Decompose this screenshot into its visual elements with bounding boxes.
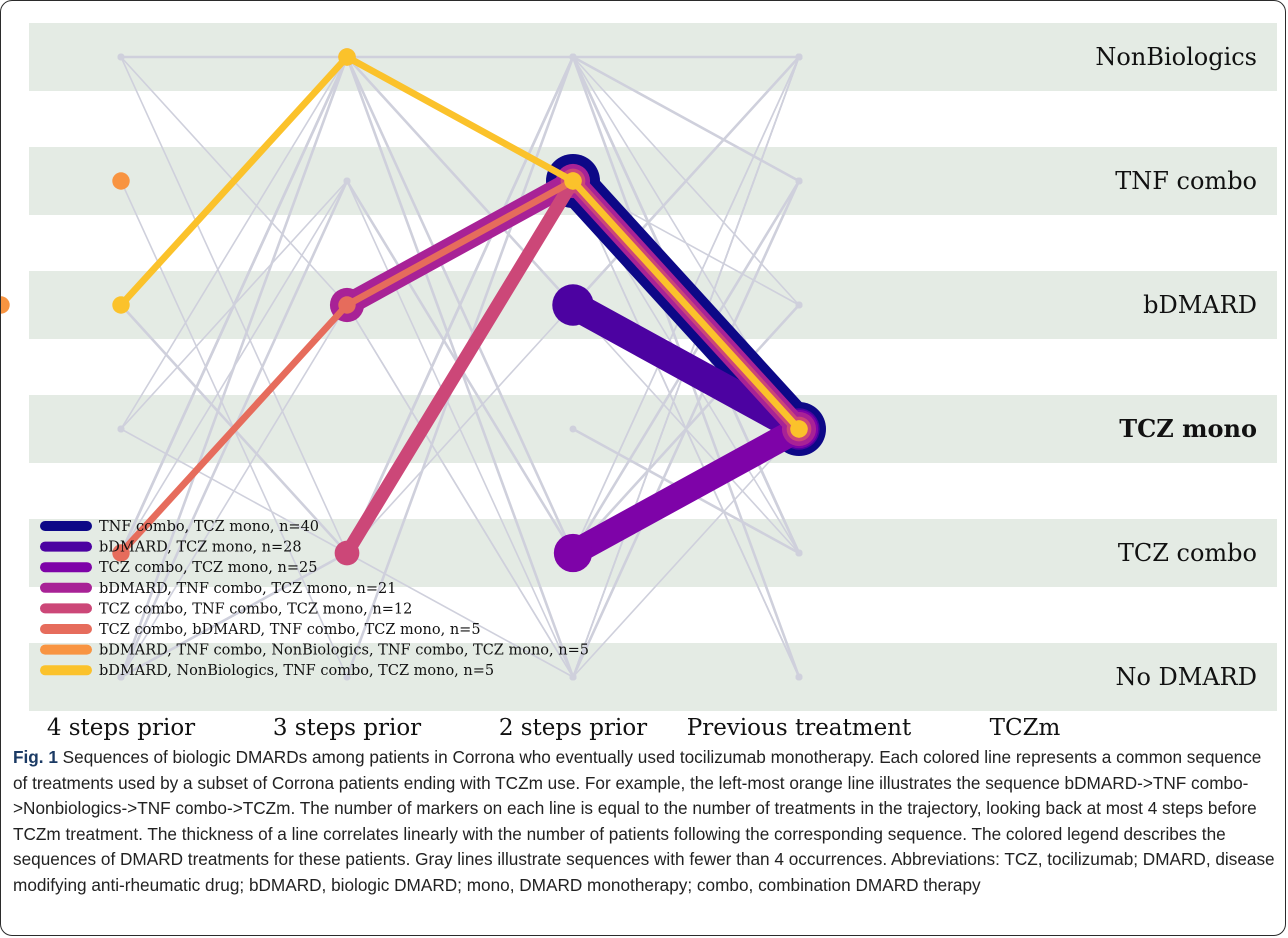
series-point-5-1 <box>334 540 360 566</box>
series-point-2-1 <box>552 284 594 326</box>
figure-caption: Fig. 1 Sequences of biologic DMARDs amon… <box>13 745 1275 898</box>
gray-line-29 <box>572 428 800 678</box>
series-point-6-2 <box>338 296 356 314</box>
band-tcz-combo <box>29 519 1277 587</box>
band-no-dmard <box>29 643 1277 711</box>
x-tick-label-tczm: TCZm <box>990 715 1061 741</box>
category-label-tcz-combo: TCZ combo <box>1118 539 1257 567</box>
legend-label-1: TNF combo, TCZ mono, n=40 <box>99 519 319 535</box>
caption-label: Fig. 1 <box>13 747 58 767</box>
series-point-3-1 <box>553 533 593 573</box>
gray-point-22-1 <box>343 673 351 681</box>
legend-label-6: TCZ combo, bDMARD, TNF combo, TCZ mono, … <box>99 622 481 638</box>
category-label-tcz-mono: TCZ mono <box>1119 414 1257 443</box>
legend-label-5: TCZ combo, TNF combo, TCZ mono, n=12 <box>99 601 412 617</box>
gray-point-26-2 <box>795 53 803 61</box>
gray-point-25-2 <box>795 549 803 557</box>
category-label-tnf-combo: TNF combo <box>1115 167 1257 195</box>
gray-point-12-1 <box>117 425 125 433</box>
legend-label-8: bDMARD, NonBiologics, TNF combo, TCZ mon… <box>99 663 494 679</box>
category-label-bdmard: bDMARD <box>1143 291 1257 319</box>
series-point-8-3 <box>564 172 582 190</box>
legend-label-2: bDMARD, TCZ mono, n=28 <box>99 540 302 556</box>
gray-point-29-1 <box>569 673 577 681</box>
series-lines <box>1 48 826 573</box>
series-line-8 <box>117 53 803 433</box>
chart: NonBiologics TNF combo bDMARD TCZ mono TCZ c… <box>1 23 1277 741</box>
series-point-8-4 <box>790 420 808 438</box>
series-point-8-2 <box>338 48 356 66</box>
x-tick-label-3-steps-prior: 3 steps prior <box>273 715 421 741</box>
gray-point-25-1 <box>569 425 577 433</box>
legend-label-4: bDMARD, TNF combo, TCZ mono, n=21 <box>99 581 396 597</box>
legend: TNF combo, TCZ mono, n=40 bDMARD, TCZ mon… <box>40 519 589 679</box>
series-point-7-2 <box>112 172 130 190</box>
category-labels: NonBiologics TNF combo bDMARD TCZ mono TCZ c… <box>1095 43 1257 691</box>
x-tick-label-2-steps-prior: 2 steps prior <box>499 715 647 741</box>
legend-label-3: TCZ combo, TCZ mono, n=25 <box>99 560 317 576</box>
gray-point-23-2 <box>795 301 803 309</box>
category-label-no-dmard: No DMARD <box>1115 663 1257 691</box>
gray-point-14-1 <box>117 53 125 61</box>
x-tick-label-previous-treatment: Previous treatment <box>687 715 912 741</box>
gray-line-27 <box>572 56 800 182</box>
series-point-8-1 <box>112 296 130 314</box>
legend-label-7: bDMARD, TNF combo, NonBiologics, TNF com… <box>99 643 589 659</box>
series-point-6-1 <box>112 544 130 562</box>
gray-point-28-2 <box>795 673 803 681</box>
gray-point-21-2 <box>343 177 351 185</box>
gray-point-20-1 <box>117 673 125 681</box>
gray-point-30-1 <box>569 53 577 61</box>
gray-line-23 <box>572 56 800 306</box>
category-label-nonbiologics: NonBiologics <box>1095 43 1257 71</box>
category-bands <box>29 23 1277 711</box>
series-line-2 <box>558 290 814 444</box>
x-tick-label-4-steps-prior: 4 steps prior <box>47 715 195 741</box>
caption-text: Sequences of biologic DMARDs among patie… <box>13 747 1275 895</box>
series-point-7-1 <box>1 296 10 314</box>
gray-point-27-2 <box>795 177 803 185</box>
series-line-3 <box>560 416 812 566</box>
x-tick-labels: 4 steps prior 3 steps prior 2 steps prior P… <box>47 715 1061 741</box>
